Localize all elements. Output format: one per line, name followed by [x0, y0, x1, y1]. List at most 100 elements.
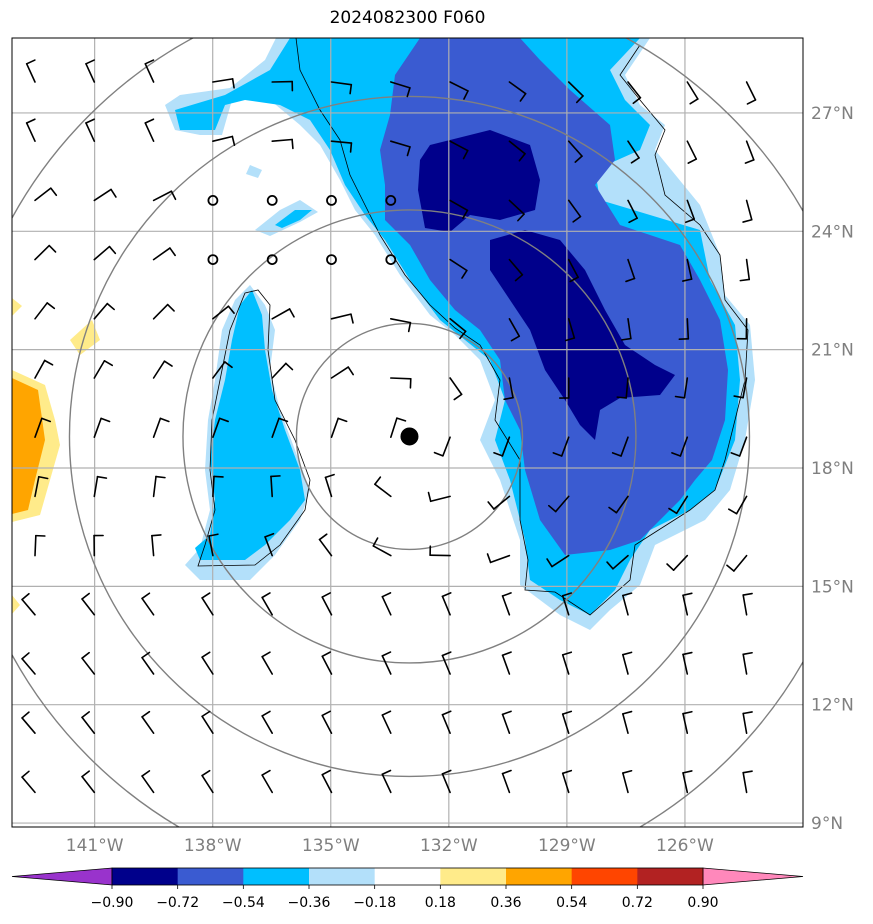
cyan-small-blob [275, 210, 312, 228]
lat-tick-label: 9°N [811, 814, 843, 834]
wind-barb [321, 592, 333, 616]
wind-barb [261, 592, 274, 616]
positive-tiny-blob-a [12, 298, 22, 316]
longitude-labels: 141°W 138°W 135°W 132°W 129°W 126°W [66, 836, 714, 856]
wind-barb [487, 495, 511, 510]
latitude-labels: 27°N 24°N 21°N 18°N 15°N 12°N 9°N [811, 104, 854, 834]
wind-barb [374, 476, 392, 498]
wind-barb [141, 651, 155, 675]
wind-barb [81, 592, 96, 616]
dark-navy-core-south [490, 230, 675, 440]
wind-barb [501, 710, 512, 735]
wind-barb [271, 138, 294, 150]
wind-barbs [21, 59, 757, 794]
wind-barb [152, 190, 177, 202]
wind-barb [611, 436, 629, 457]
wind-barb [666, 554, 689, 571]
wind-barb [389, 140, 411, 157]
wind-barb [152, 417, 170, 439]
wind-barb [726, 554, 748, 572]
lat-tick-label: 24°N [811, 222, 854, 242]
plot-area [12, 38, 803, 827]
wind-barb [85, 59, 96, 83]
wind-barb [561, 651, 573, 675]
wind-barb [441, 592, 452, 616]
wind-barb [668, 495, 689, 515]
wind-barb [508, 317, 521, 342]
wind-barb [389, 317, 412, 333]
negative-light-band-island [246, 165, 262, 178]
wind-barb [93, 475, 108, 498]
storm-center-marker [400, 427, 419, 446]
colorbar-tick-label: −0.54 [222, 895, 265, 911]
wind-barb [212, 417, 229, 439]
colorbar-extend-high [702, 867, 804, 886]
range-ring [182, 209, 637, 664]
wind-barb [212, 78, 235, 89]
wind-barb [742, 199, 753, 223]
wind-barb [561, 769, 573, 794]
lat-tick-label: 15°N [811, 577, 854, 597]
wind-barb [567, 140, 583, 163]
colorbar-tick-label: 0.36 [490, 895, 521, 911]
wind-barb [93, 534, 104, 557]
lat-tick-label: 12°N [811, 696, 854, 716]
wind-barb [201, 710, 214, 735]
wind-barb [141, 710, 155, 735]
wind-barb [449, 258, 468, 279]
colorbar: −0.90 −0.72 −0.54 −0.36 −0.18 0.18 0.36 0.54 0.7… [11, 867, 804, 911]
wind-barb [330, 366, 354, 379]
wind-barb [266, 194, 278, 206]
wind-barb [686, 140, 698, 164]
range-rings [12, 38, 803, 827]
wind-barb [389, 377, 412, 389]
wind-barb [201, 769, 214, 794]
wind-barb [449, 377, 463, 401]
wind-barb [93, 188, 117, 202]
colorbar-swatch [571, 868, 638, 885]
wind-barb [201, 651, 214, 675]
wind-barb [34, 534, 46, 557]
colorbar-swatch [309, 868, 376, 885]
wind-barb [745, 81, 757, 105]
wind-barb [81, 711, 96, 735]
wind-barb [144, 118, 155, 142]
wind-barb [441, 651, 452, 675]
lon-tick-label: 129°W [538, 836, 596, 856]
wind-barb [381, 769, 392, 794]
wind-barb [21, 592, 36, 616]
wind-barb [546, 554, 570, 568]
wind-barb [385, 194, 397, 206]
lon-tick-label: 126°W [656, 836, 714, 856]
wind-barb [201, 592, 214, 616]
wind-barb [330, 417, 348, 439]
wind-barb [85, 118, 96, 142]
wind-barb [93, 359, 114, 379]
wind-barb [152, 475, 166, 498]
wind-barb [144, 59, 155, 83]
lon-tick-label: 138°W [184, 836, 242, 856]
colorbar-frame [111, 867, 704, 886]
wind-barb [321, 651, 333, 675]
colorbar-swatch [112, 868, 179, 885]
wind-barb [742, 651, 753, 675]
colorbar-tick-label: −0.36 [288, 895, 331, 911]
wind-barb [207, 194, 219, 206]
wind-barb [441, 710, 452, 735]
colorbar-swatch [177, 868, 244, 885]
wind-barb [622, 769, 633, 794]
lon-tick-label: 141°W [66, 836, 124, 856]
colorbar-extend-low [11, 867, 113, 886]
wind-barb [34, 417, 52, 439]
cyan-west-band [195, 290, 305, 560]
wind-barb [429, 545, 451, 557]
wind-barb [622, 710, 633, 735]
wind-barb [449, 199, 469, 219]
plot-frame [11, 37, 804, 828]
wind-barb [271, 308, 295, 320]
wind-barb [548, 495, 570, 513]
wind-barb [742, 592, 753, 616]
wind-barb [212, 475, 224, 498]
wind-barb [271, 417, 289, 439]
wind-barb [389, 81, 411, 98]
